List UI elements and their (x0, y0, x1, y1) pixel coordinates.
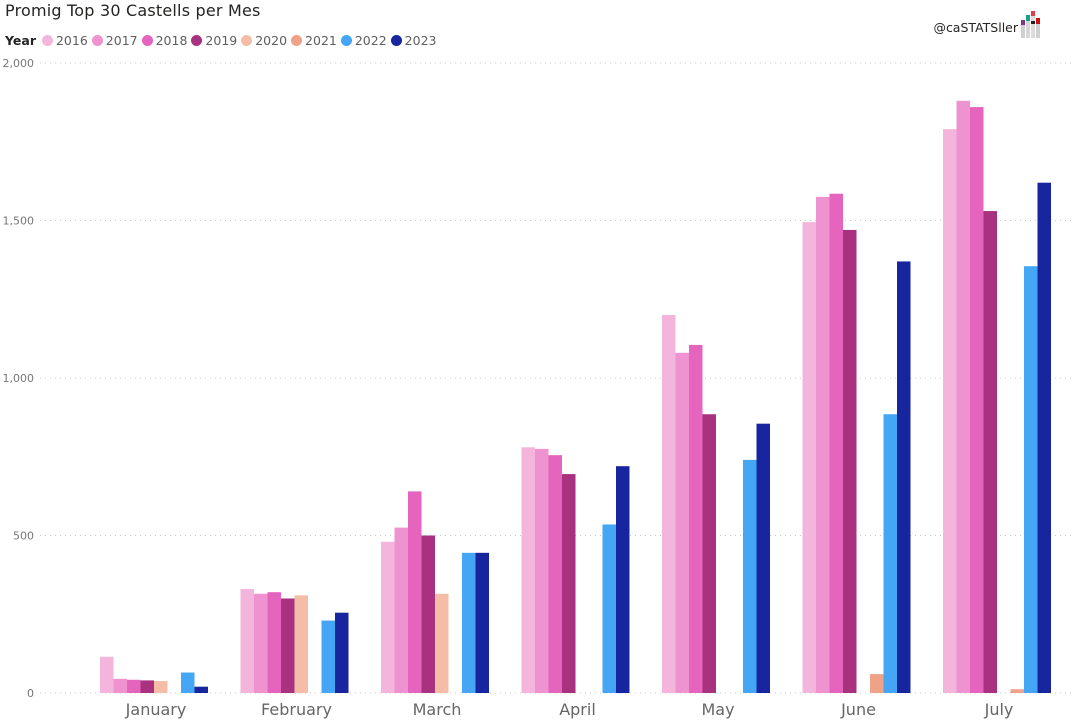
x-category-label: February (261, 700, 332, 719)
bar-january-2016[interactable] (100, 656, 114, 693)
legend-item-2016[interactable]: 2016 (41, 32, 88, 48)
author-credit: @caSTATSller (933, 20, 1018, 35)
bar-april-2023[interactable] (616, 466, 630, 693)
legend-items: 2016 2017 2018 2019 2020 2021 2022 2023 (41, 32, 441, 48)
legend-item-2021[interactable]: 2021 (291, 33, 337, 48)
legend-label: 2016 (55, 32, 88, 48)
bar-february-2023[interactable] (335, 612, 349, 693)
bar-june-2016[interactable] (802, 222, 817, 693)
bar-may-2022[interactable] (743, 459, 757, 693)
x-category-label: March (413, 700, 462, 719)
bar-july-2018[interactable] (970, 107, 984, 694)
legend: Year 2016 2017 2018 2019 2020 2021 2022 2023 (5, 31, 440, 49)
legend-label: 2017 (105, 32, 138, 48)
legend-item-2022[interactable]: 2022 (340, 32, 387, 48)
bar-march-2023[interactable] (475, 552, 490, 693)
legend-swatch-2022 (340, 34, 352, 46)
bar-july-2022[interactable] (1024, 266, 1038, 693)
y-tick-label: 500 (13, 530, 34, 543)
bar-april-2017[interactable] (535, 448, 549, 693)
bar-february-2017[interactable] (254, 593, 268, 693)
bar-june-2021[interactable] (870, 674, 884, 693)
x-category-label: April (559, 700, 596, 719)
legend-swatch-2021 (291, 34, 303, 46)
bar-may-2016[interactable] (662, 315, 676, 693)
y-tick-label: 2,000 (3, 57, 35, 70)
bar-may-2018[interactable] (689, 344, 703, 693)
legend-swatch-2016 (41, 34, 53, 46)
y-tick-label: 0 (27, 687, 34, 700)
bar-may-2019[interactable] (702, 414, 717, 693)
x-category-label: July (984, 700, 1014, 719)
bar-april-2022[interactable] (602, 524, 617, 693)
bar-march-2016[interactable] (381, 541, 395, 693)
bar-july-2016[interactable] (943, 129, 957, 693)
castell-logo-icon (1021, 11, 1040, 38)
legend-label: 2023 (404, 32, 437, 48)
legend-item-2020[interactable]: 2020 (241, 33, 287, 48)
bar-march-2022[interactable] (462, 552, 476, 693)
bar-april-2016[interactable] (521, 447, 536, 693)
bar-july-2023[interactable] (1037, 182, 1052, 693)
legend-label: 2021 (305, 32, 337, 48)
legend-label: 2018 (155, 32, 188, 48)
bar-june-2018[interactable] (829, 193, 844, 693)
bar-june-2019[interactable] (843, 229, 857, 693)
legend-label: 2022 (354, 32, 387, 48)
bar-july-2017[interactable] (956, 100, 971, 694)
legend-item-2018[interactable]: 2018 (141, 32, 188, 48)
bar-march-2020[interactable] (435, 593, 449, 693)
bar-june-2017[interactable] (816, 196, 830, 693)
legend-swatch-2019 (191, 34, 203, 46)
legend-swatch-2018 (141, 34, 153, 46)
y-tick-label: 1,000 (3, 372, 35, 385)
legend-swatch-2020 (241, 34, 253, 46)
bar-june-2022[interactable] (883, 414, 898, 693)
bar-february-2018[interactable] (267, 592, 282, 693)
bar-march-2019[interactable] (421, 535, 436, 694)
x-category-label: June (840, 700, 876, 719)
bar-july-2019[interactable] (983, 211, 998, 694)
bar-february-2019[interactable] (281, 598, 295, 694)
bar-january-2022[interactable] (181, 672, 195, 693)
bar-march-2017[interactable] (394, 527, 409, 693)
legend-item-2019[interactable]: 2019 (191, 33, 237, 48)
legend-title: Year (5, 32, 36, 48)
bar-may-2017[interactable] (675, 352, 690, 693)
bar-february-2016[interactable] (240, 589, 255, 693)
chart-title: Promig Top 30 Castells per Mes (5, 1, 261, 20)
x-category-label: January (125, 700, 187, 719)
x-category-label: May (701, 700, 734, 719)
bar-february-2020[interactable] (294, 595, 309, 693)
bar-january-2017[interactable] (113, 678, 128, 693)
legend-label: 2020 (255, 32, 288, 48)
legend-label: 2019 (205, 32, 238, 48)
bar-may-2023[interactable] (756, 423, 771, 693)
bar-march-2018[interactable] (408, 491, 422, 693)
legend-item-2023[interactable]: 2023 (390, 32, 437, 48)
bar-april-2019[interactable] (562, 474, 576, 693)
bar-january-2018[interactable] (127, 679, 141, 693)
bar-june-2023[interactable] (897, 261, 911, 693)
bar-january-2023[interactable] (194, 686, 209, 693)
legend-item-2017[interactable]: 2017 (91, 32, 138, 48)
legend-swatch-2017 (91, 34, 103, 46)
bar-july-2021[interactable] (1010, 689, 1025, 693)
y-tick-label: 1,500 (3, 215, 35, 228)
bar-january-2019[interactable] (140, 680, 155, 693)
bar-april-2018[interactable] (548, 455, 563, 693)
legend-swatch-2023 (390, 34, 402, 46)
bar-february-2022[interactable] (321, 620, 336, 693)
bar-january-2020[interactable] (154, 681, 168, 693)
